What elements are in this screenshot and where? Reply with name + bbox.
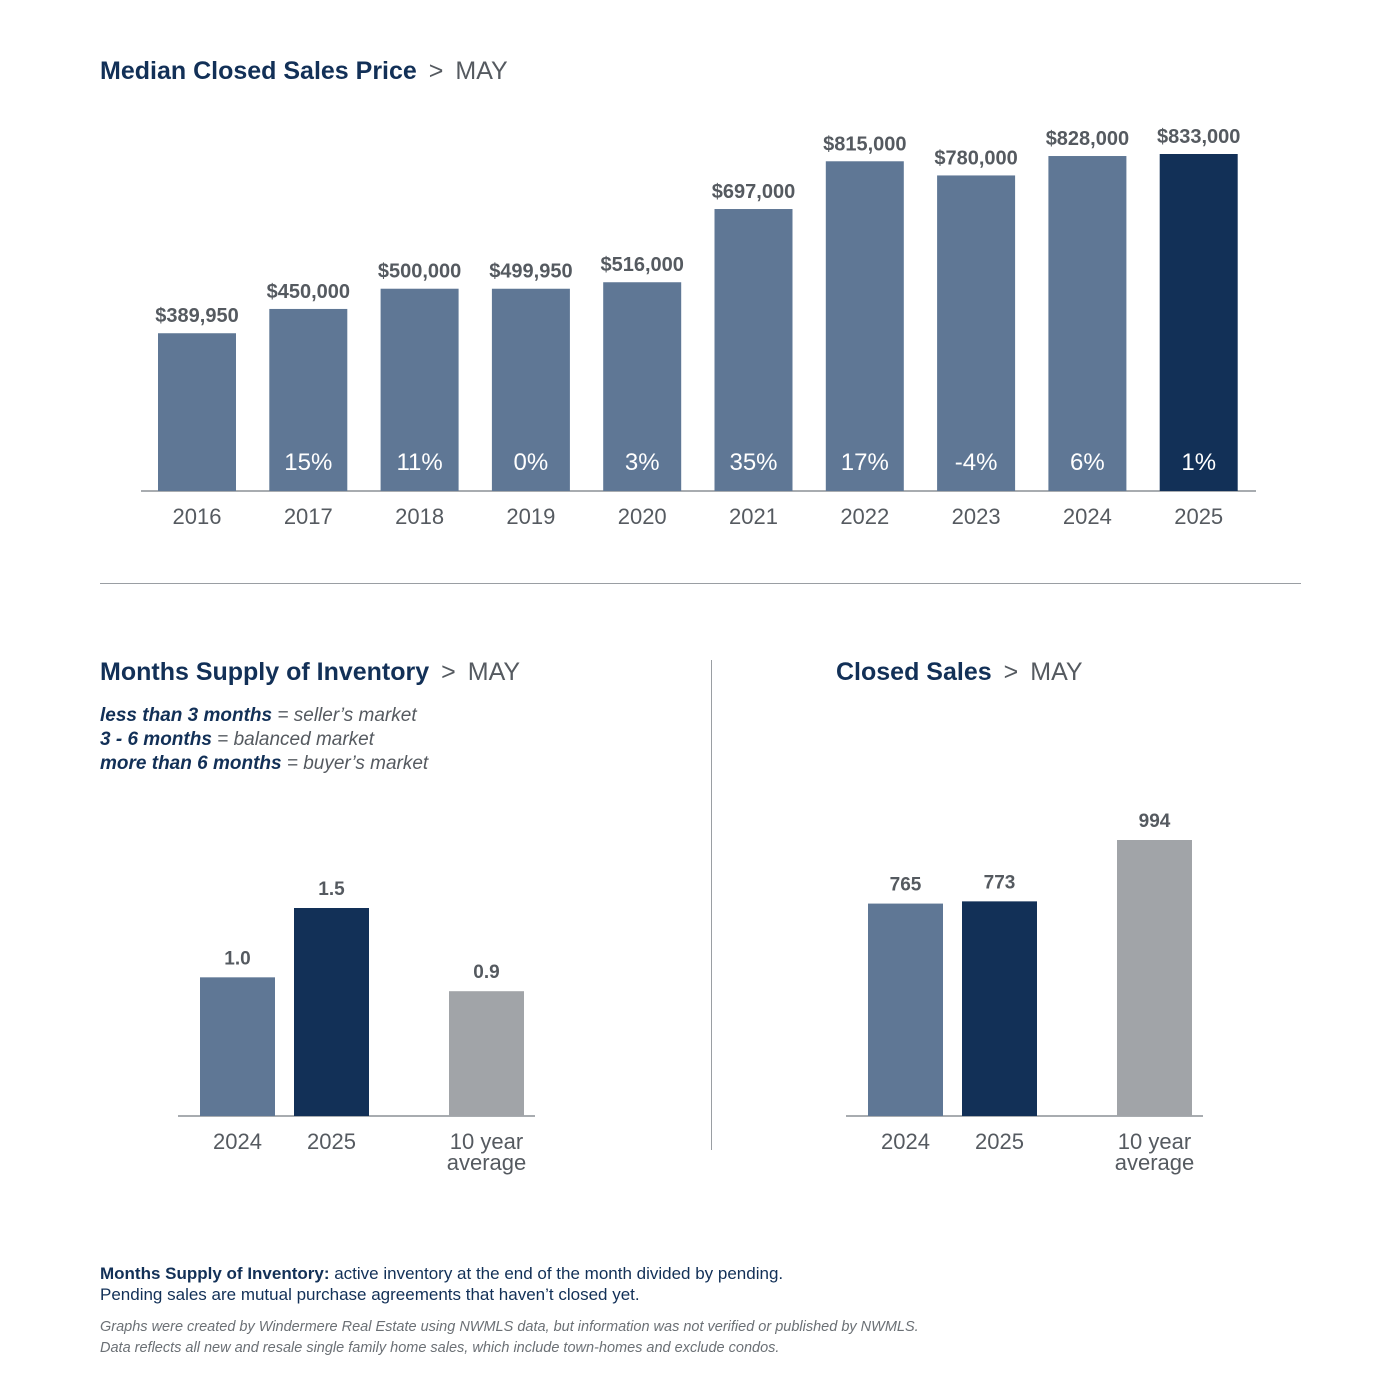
- median-price-value-label: $499,950: [489, 261, 572, 283]
- closed-sales-separator: >: [1003, 658, 1019, 686]
- median-price-tick-label: 2024: [1063, 504, 1112, 529]
- median-price-change-label: 1%: [1181, 449, 1216, 476]
- median-price-tick-label: 2022: [840, 504, 889, 529]
- median-price-value-label: $828,000: [1046, 128, 1129, 150]
- median-price-tick-label: 2025: [1174, 504, 1223, 529]
- months-supply-value-label: 1.5: [318, 879, 345, 900]
- legend-key: 3 - 6 months: [100, 729, 212, 750]
- median-price-tick-label: 2023: [952, 504, 1001, 529]
- section-divider-vertical: [711, 660, 712, 1150]
- median-price-title: Median Closed Sales Price > MAY: [100, 56, 508, 86]
- median-price-bar: [269, 308, 348, 491]
- closed-sales-tick-label: 2025: [975, 1129, 1024, 1154]
- months-supply-bar: [294, 908, 369, 1116]
- months-supply-value-label: 1.0: [224, 948, 250, 969]
- median-price-month: MAY: [455, 57, 508, 85]
- disclaimer-line-1: Graphs were created by Windermere Real E…: [100, 1319, 919, 1335]
- median-price-value-label: $697,000: [712, 181, 795, 203]
- median-price-title-text: Median Closed Sales Price: [100, 57, 417, 85]
- months-supply-title-text: Months Supply of Inventory: [100, 658, 430, 686]
- median-price-tick-label: 2020: [618, 504, 667, 529]
- median-price-bar: [1159, 154, 1238, 491]
- closed-sales-value-label: 765: [890, 875, 922, 896]
- median-price-bar: [714, 209, 793, 492]
- median-price-change-label: 11%: [396, 449, 442, 476]
- median-price-value-label: $516,000: [600, 254, 683, 276]
- median-price-value-label: $780,000: [934, 147, 1017, 169]
- median-price-change-label: 6%: [1070, 449, 1105, 476]
- legend-eq: =: [211, 729, 234, 750]
- months-supply-tick-label: 2024: [213, 1129, 262, 1154]
- footnote-line-1: Months Supply of Inventory: active inven…: [100, 1263, 783, 1284]
- median-price-change-label: 15%: [284, 449, 332, 476]
- median-price-bar: [158, 333, 236, 491]
- legend-item-seller: less than 3 months = seller’s market: [100, 704, 428, 728]
- median-price-tick-label: 2018: [395, 504, 444, 529]
- legend-eq: =: [281, 753, 304, 774]
- median-price-tick-label: 2019: [506, 504, 555, 529]
- legend-desc: buyer’s market: [303, 753, 429, 774]
- median-price-value-label: $833,000: [1157, 126, 1240, 148]
- median-price-value-label: $500,000: [378, 261, 461, 283]
- footnote-line-2: Pending sales are mutual purchase agreem…: [100, 1285, 640, 1304]
- months-supply-month: MAY: [467, 658, 521, 686]
- median-price-value-label: $389,950: [155, 305, 238, 327]
- months-supply-title: Months Supply of Inventory > MAY: [100, 657, 520, 687]
- closed-sales-tick-label: 2024: [881, 1129, 930, 1154]
- legend-desc: balanced market: [233, 729, 375, 750]
- legend-key: more than 6 months: [100, 753, 282, 774]
- closed-sales-bar: [868, 903, 943, 1116]
- footnote-definition: active inventory at the end of the month…: [329, 1264, 784, 1283]
- months-supply-tick-label: average: [447, 1150, 527, 1175]
- closed-sales-bar: [1117, 840, 1192, 1116]
- legend-item-buyer: more than 6 months = buyer’s market: [100, 752, 428, 776]
- median-price-bar: [380, 288, 459, 491]
- median-price-bar: [825, 161, 904, 492]
- footnote-term: Months Supply of Inventory:: [100, 1264, 330, 1283]
- median-price-bar: [491, 288, 570, 491]
- months-supply-bar: [200, 977, 275, 1116]
- median-price-change-label: 35%: [729, 449, 777, 476]
- closed-sales-value-label: 773: [984, 872, 1016, 893]
- median-price-change-label: 17%: [841, 449, 889, 476]
- median-price-change-label: 3%: [625, 449, 660, 476]
- closed-sales-title-text: Closed Sales: [836, 658, 992, 686]
- median-price-separator: >: [428, 57, 444, 85]
- median-price-bar: [1048, 156, 1127, 491]
- median-price-change-label: 0%: [514, 449, 549, 476]
- months-supply-separator: >: [441, 658, 456, 686]
- legend-desc: seller’s market: [293, 705, 417, 726]
- median-price-bar: [603, 282, 682, 491]
- closed-sales-month: MAY: [1030, 658, 1083, 686]
- months-supply-tick-label: 10 year: [450, 1129, 523, 1154]
- closed-sales-tick-label: 10 year: [1118, 1129, 1191, 1154]
- market-legend: less than 3 months = seller’s market 3 -…: [100, 704, 428, 776]
- median-price-tick-label: 2017: [284, 504, 333, 529]
- median-price-chart: $389,950 2016 $450,000 15% 2017 $500,000 11% 20…: [141, 126, 1256, 529]
- closed-sales-bar: [962, 901, 1037, 1116]
- legend-item-balanced: 3 - 6 months = balanced market: [100, 728, 428, 752]
- closed-sales-value-label: 994: [1139, 811, 1171, 832]
- legend-key: less than 3 months: [100, 705, 273, 726]
- months-supply-tick-label: 2025: [307, 1129, 356, 1154]
- closed-sales-tick-label: average: [1115, 1150, 1195, 1175]
- disclaimer-line-2: Data reflects all new and resale single …: [100, 1340, 780, 1356]
- median-price-value-label: $815,000: [823, 133, 906, 155]
- section-divider-horizontal: [100, 583, 1301, 584]
- legend-eq: =: [272, 705, 294, 726]
- median-price-bar: [937, 175, 1016, 491]
- closed-sales-title: Closed Sales > MAY: [836, 657, 1083, 687]
- disclaimer: Graphs were created by Windermere Real E…: [100, 1317, 919, 1359]
- months-supply-bar: [449, 991, 524, 1116]
- median-price-change-label: -4%: [955, 449, 998, 476]
- months-supply-value-label: 0.9: [473, 962, 499, 983]
- median-price-tick-label: 2016: [173, 504, 222, 529]
- median-price-value-label: $450,000: [267, 281, 350, 303]
- footnote: Months Supply of Inventory: active inven…: [100, 1263, 783, 1305]
- median-price-tick-label: 2021: [729, 504, 778, 529]
